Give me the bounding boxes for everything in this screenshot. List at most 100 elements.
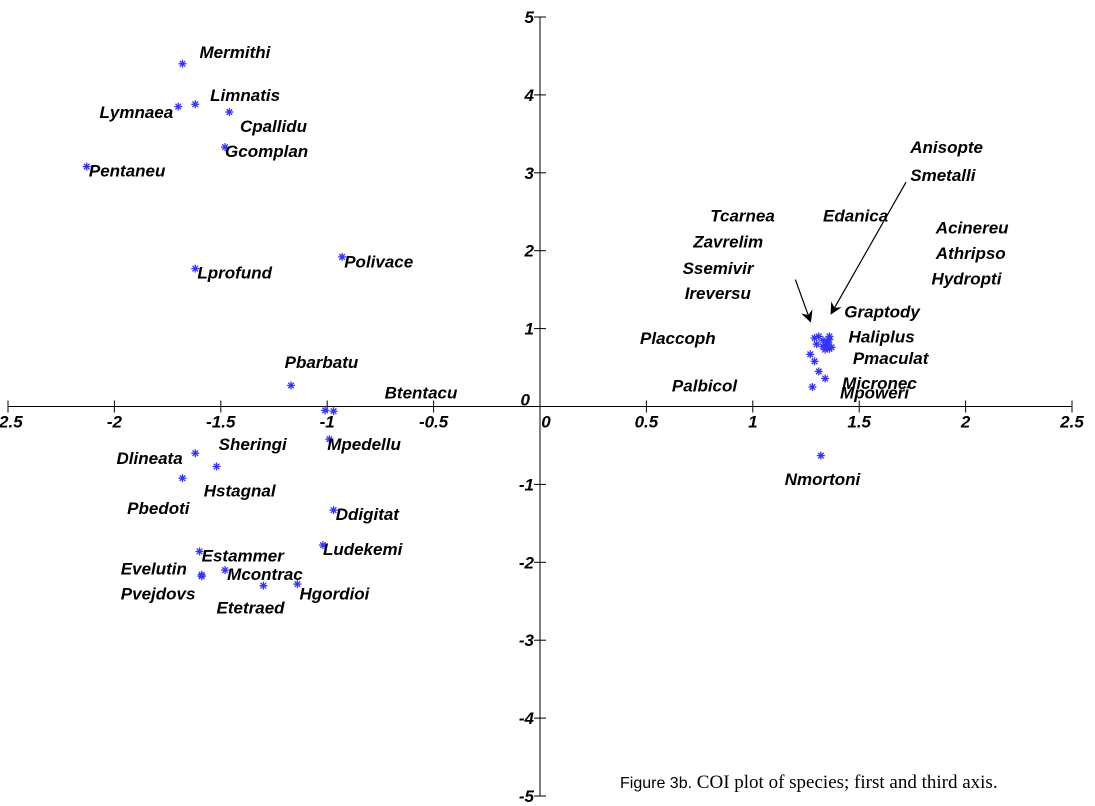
point-label: Mcontrac <box>227 565 303 584</box>
figure-caption: Figure 3b. COI plot of species; first an… <box>620 772 998 794</box>
point-label: Mermithi <box>200 43 272 62</box>
data-point <box>178 474 187 483</box>
data-point <box>810 333 819 342</box>
point-label: Pmaculat <box>853 349 930 368</box>
point-label: Zavrelim <box>692 232 763 251</box>
data-point <box>825 335 834 344</box>
point-label: Acinereu <box>935 218 1009 237</box>
figure-label: Figure 3b. <box>620 775 693 792</box>
data-point <box>821 341 830 350</box>
x-tick-label: -2 <box>107 413 123 432</box>
x-tick-label: 1 <box>748 413 757 432</box>
data-point <box>321 406 330 415</box>
y-tick-label: 4 <box>524 86 535 105</box>
point-label: Ssemivir <box>683 259 755 278</box>
y-tick-label: 2 <box>524 242 535 261</box>
x-tick-label: 2.5 <box>1059 413 1084 432</box>
caption-text: COI plot of species; first and third axi… <box>692 772 998 793</box>
x-tick-label: -0.5 <box>419 413 449 432</box>
point-label: Hydropti <box>932 270 1003 289</box>
point-label: Nmortoni <box>785 470 862 489</box>
point-label: Polivace <box>344 253 413 272</box>
y-tick-label: -1 <box>519 475 534 494</box>
data-point <box>329 506 338 515</box>
annotation-arrows <box>794 181 907 323</box>
y-tick-label: 0 <box>521 391 531 410</box>
point-label: Ddigitat <box>336 505 401 524</box>
point-label: Pvejdovs <box>121 584 196 603</box>
data-point <box>191 449 200 458</box>
point-label: Cpallidu <box>240 117 308 136</box>
point-label: Gcomplan <box>225 142 308 161</box>
y-tick-label: 5 <box>525 8 535 27</box>
data-point <box>191 264 200 273</box>
x-tick-label: 2 <box>960 413 971 432</box>
data-point <box>812 340 821 349</box>
point-label: Anisopte <box>909 138 983 157</box>
point-label: Ireversu <box>685 284 752 303</box>
point-label: Btentacu <box>385 383 458 402</box>
point-label: Limnatis <box>210 86 280 105</box>
data-point <box>221 143 230 152</box>
x-tick-label: 1.5 <box>847 413 871 432</box>
data-point <box>816 451 825 460</box>
data-point <box>821 374 830 383</box>
point-label: Placcoph <box>640 329 716 348</box>
data-point <box>293 580 302 589</box>
data-point <box>325 435 334 444</box>
annotation-arrow <box>794 279 813 323</box>
data-point <box>82 162 91 171</box>
point-label: Edanica <box>823 207 888 226</box>
data-point <box>174 102 183 111</box>
data-point <box>810 357 819 366</box>
data-point <box>178 59 187 68</box>
x-tick-label: -2.5 <box>0 413 23 432</box>
y-tick-label: -2 <box>519 553 535 572</box>
point-label: Pentaneu <box>89 161 166 180</box>
point-label: Mpedellu <box>327 435 401 454</box>
point-labels: Mermithi Lymnaea Limnatis Cpallidu Gcomplan P… <box>89 43 1009 617</box>
point-label: Athripso <box>935 244 1006 263</box>
data-point <box>814 367 823 376</box>
point-label: Ludekemi <box>323 540 404 559</box>
annotation-arrow <box>830 181 907 315</box>
point-label: Dlineata <box>117 449 183 468</box>
data-point <box>197 572 206 581</box>
data-points <box>82 59 836 590</box>
point-label: Lprofund <box>197 264 272 283</box>
point-label: Estammer <box>202 546 286 565</box>
data-point <box>808 383 817 392</box>
point-label: Sheringi <box>219 435 288 454</box>
x-tick-label: -1 <box>320 413 335 432</box>
x-tick-label: 0.5 <box>635 413 659 432</box>
x-tick-label: -1.5 <box>206 413 236 432</box>
point-label: Lymnaea <box>100 103 174 122</box>
data-point <box>212 462 221 471</box>
data-point <box>329 407 338 416</box>
point-label: Hstagnal <box>204 482 277 501</box>
point-label: Haliplus <box>849 327 915 346</box>
point-label: Hgordioi <box>300 584 371 603</box>
y-tick-label: -3 <box>519 631 535 650</box>
y-tick-label: -4 <box>519 709 535 728</box>
axes: -2.5 -2 -1.5 -1 -0.5 0 0.5 1 1.5 2 2.5 -5 -4 -3 -2 -1 0 1… <box>0 8 1084 806</box>
point-label: Tcarnea <box>710 207 775 226</box>
data-point <box>338 252 347 261</box>
point-label: Palbicol <box>672 376 738 395</box>
y-tick-label: -5 <box>519 787 535 806</box>
y-tick-label: 1 <box>525 320 534 339</box>
point-label: Etetraed <box>217 598 286 617</box>
data-point <box>191 100 200 109</box>
x-tick-label: 0 <box>541 413 551 432</box>
y-tick-label: 3 <box>525 164 535 183</box>
point-label: Mpoweri <box>840 383 910 402</box>
data-point <box>287 381 296 390</box>
point-label: Micronec <box>842 374 917 393</box>
data-point <box>318 541 327 550</box>
point-label: Smetalli <box>910 166 976 185</box>
point-label: Pbedoti <box>127 499 191 518</box>
point-label: Evelutin <box>121 560 187 579</box>
data-point <box>221 566 230 575</box>
point-label: Graptody <box>844 302 921 321</box>
